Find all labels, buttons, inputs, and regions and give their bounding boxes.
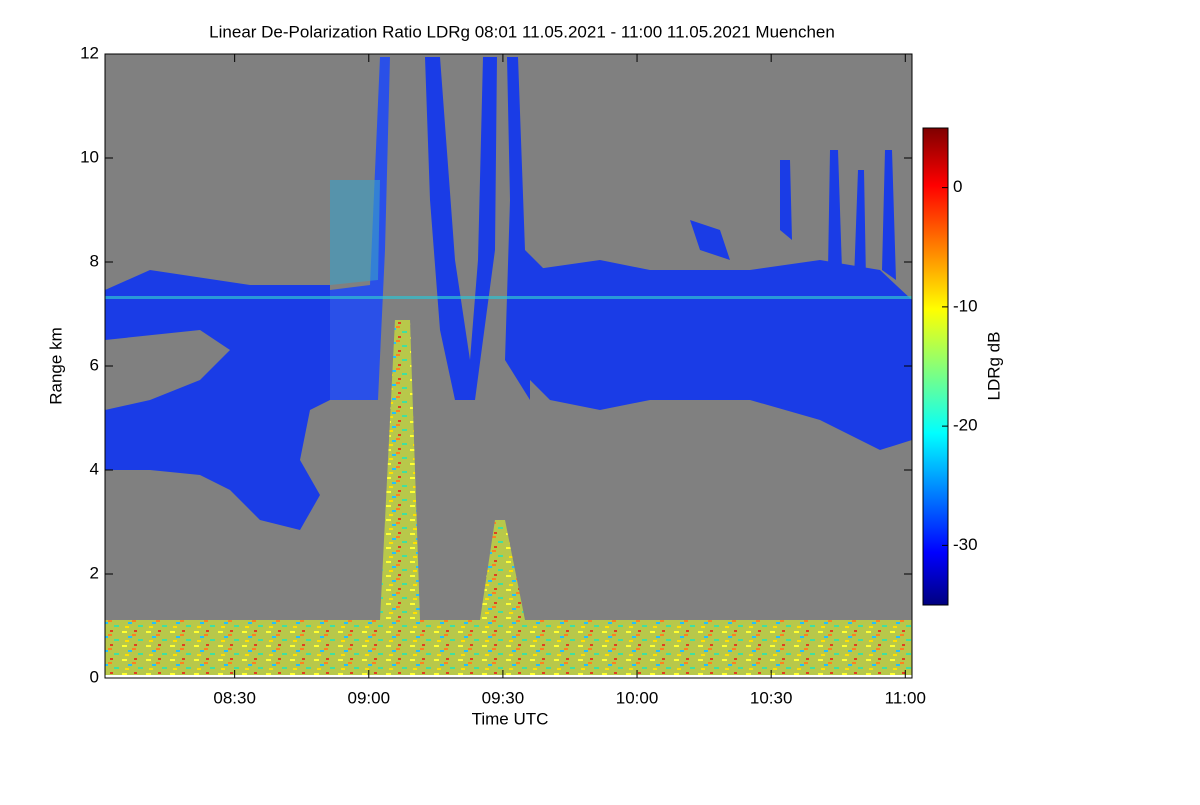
chart-title: Linear De-Polarization Ratio LDRg 08:01 … bbox=[209, 22, 835, 41]
y-tick-label: 12 bbox=[80, 43, 99, 62]
x-tick-label: 10:00 bbox=[616, 688, 659, 707]
y-axis-label: Range km bbox=[46, 327, 65, 404]
y-tick-label: 6 bbox=[90, 355, 99, 374]
colorbar-tick-label: 0 bbox=[953, 177, 962, 196]
y-tick-label: 0 bbox=[90, 667, 99, 686]
colorbar-tick-label: -30 bbox=[953, 535, 978, 554]
colorbar-label: LDRg dB bbox=[984, 332, 1003, 401]
x-tick-label: 09:00 bbox=[348, 688, 391, 707]
x-tick-label: 08:30 bbox=[213, 688, 256, 707]
x-axis-label: Time UTC bbox=[472, 709, 549, 728]
y-tick-label: 2 bbox=[90, 563, 99, 582]
plot-image bbox=[105, 54, 912, 678]
colorbar-tick-label: -10 bbox=[953, 296, 978, 315]
colorbar-tick-label: -20 bbox=[953, 416, 978, 435]
x-tick-label: 11:00 bbox=[885, 688, 926, 707]
x-tick-label: 09:30 bbox=[482, 688, 525, 707]
y-tick-label: 4 bbox=[90, 459, 99, 478]
y-tick-label: 10 bbox=[80, 147, 99, 166]
y-tick-label: 8 bbox=[90, 251, 99, 270]
colorbar bbox=[922, 127, 949, 606]
x-tick-label: 10:30 bbox=[750, 688, 793, 707]
